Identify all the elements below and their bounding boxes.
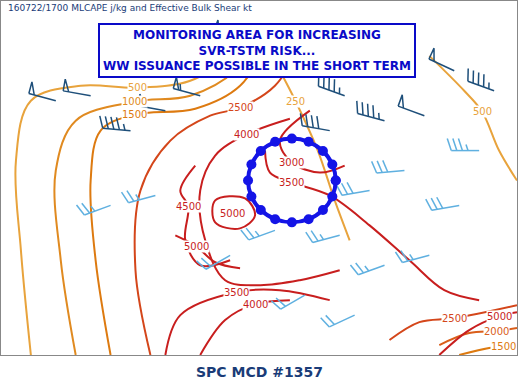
svg-text:500: 500	[473, 106, 492, 117]
svg-text:MONITORING AREA FOR INCREASING: MONITORING AREA FOR INCREASINGSVR-TSTM R…	[103, 28, 411, 73]
svg-text:5000: 5000	[220, 208, 245, 219]
svg-text:5000: 5000	[184, 241, 209, 252]
svg-text:4500: 4500	[176, 201, 201, 212]
svg-text:SPC MCD #1357: SPC MCD #1357	[196, 364, 323, 380]
svg-text:2000: 2000	[484, 326, 509, 337]
svg-text:3500: 3500	[224, 287, 249, 298]
svg-text:2500: 2500	[228, 102, 253, 113]
svg-text:1000: 1000	[122, 96, 147, 107]
svg-text:4000: 4000	[234, 129, 259, 140]
svg-text:5000: 5000	[487, 311, 512, 322]
svg-text:1500: 1500	[122, 109, 147, 120]
svg-text:3500: 3500	[279, 177, 304, 188]
svg-text:4000: 4000	[243, 299, 268, 310]
svg-text:2500: 2500	[442, 313, 467, 324]
svg-text:3000: 3000	[279, 157, 304, 168]
svg-text:1500: 1500	[491, 341, 516, 352]
svg-text:160722/1700 MLCAPE j/kg and Ef: 160722/1700 MLCAPE j/kg and Effective Bu…	[8, 3, 252, 13]
svg-text:500: 500	[128, 82, 147, 93]
svg-text:250: 250	[286, 96, 305, 107]
